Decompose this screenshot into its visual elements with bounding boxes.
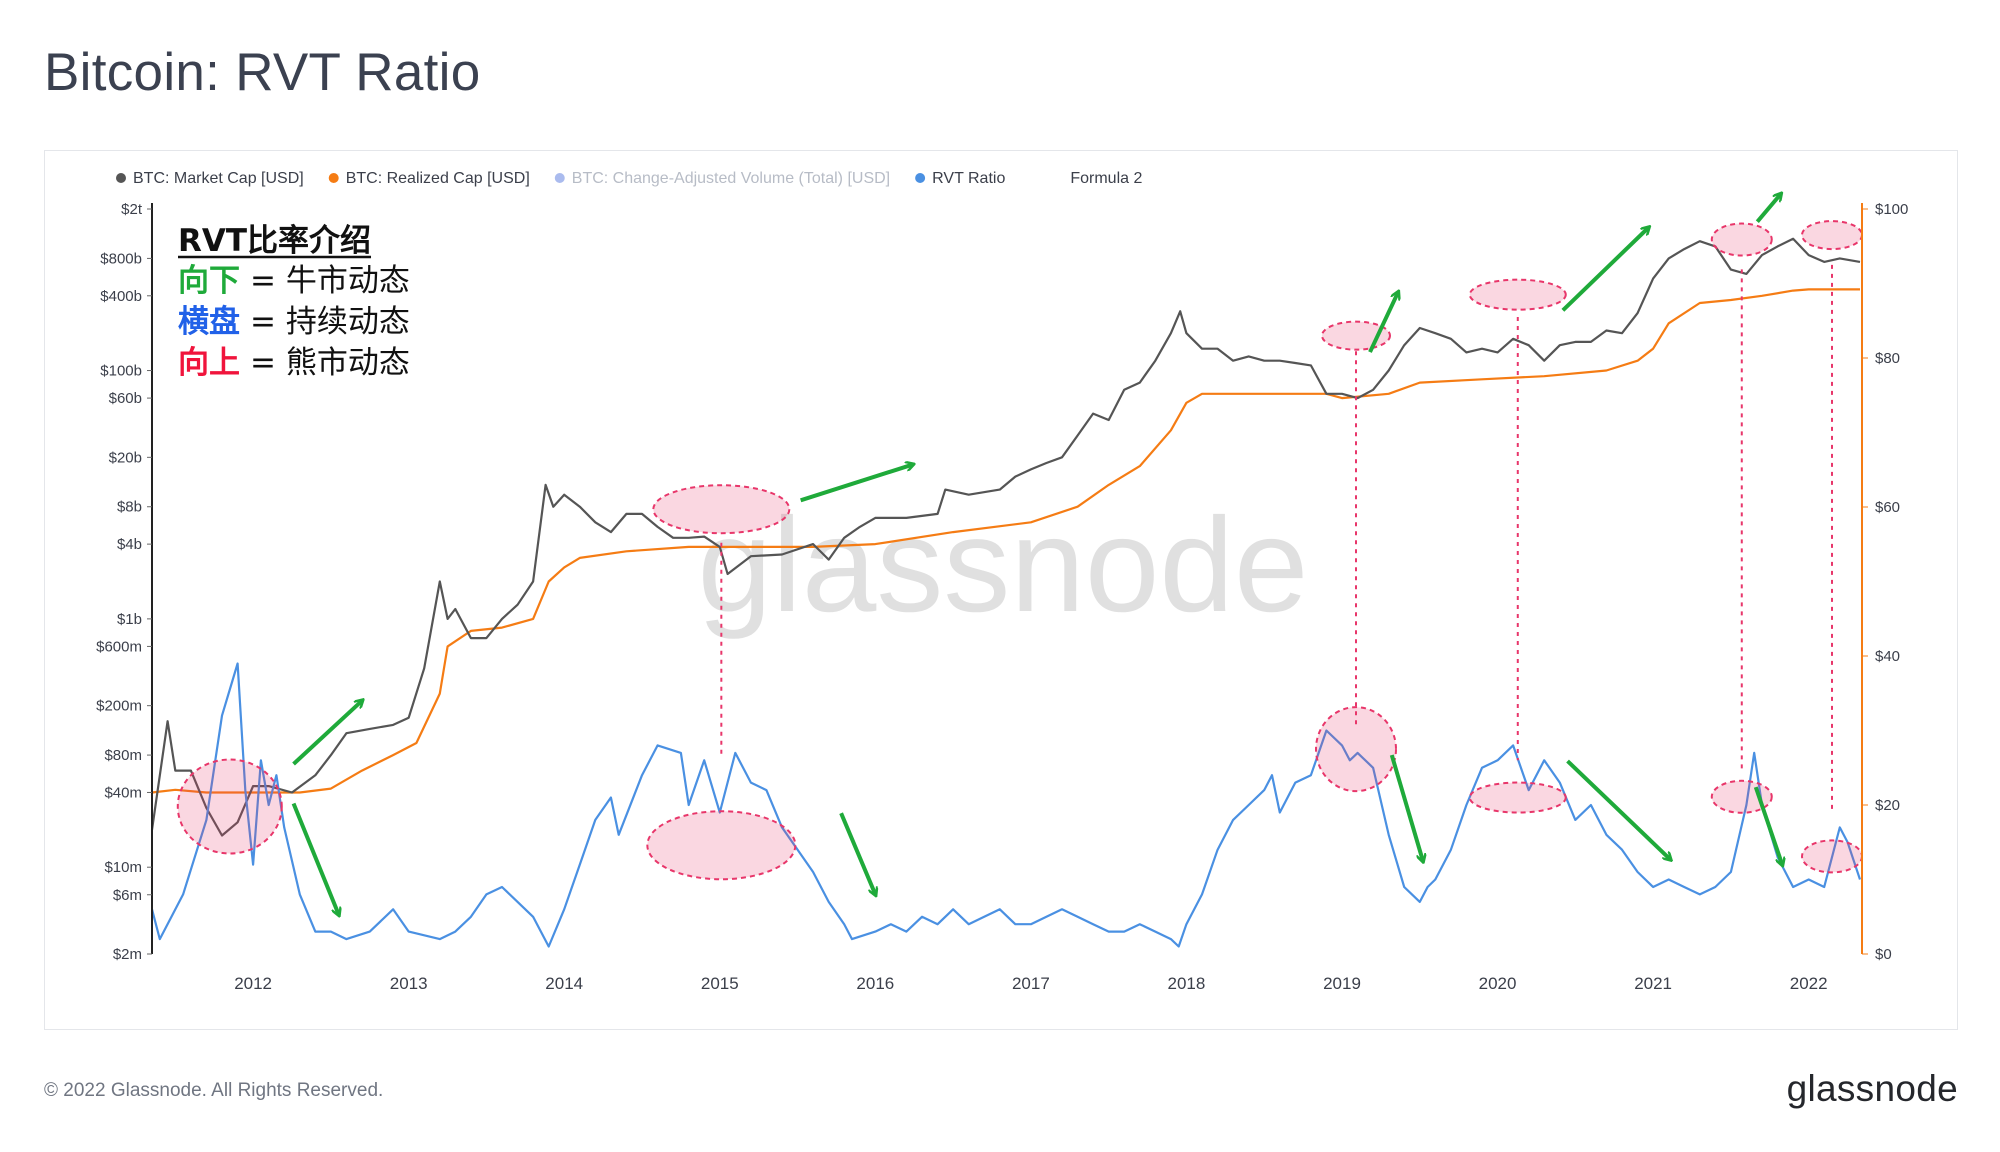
left-axis-tick-label: $8b bbox=[117, 499, 142, 516]
left-axis-tick-label: $2t bbox=[121, 201, 143, 218]
annotation-box-row: 横盘 = 持续动态 bbox=[178, 304, 410, 340]
left-axis-tick-label: $800b bbox=[100, 250, 142, 267]
left-axis-tick-label: $20b bbox=[109, 449, 142, 466]
x-axis-tick-label: 2014 bbox=[545, 974, 583, 993]
annotation-row-term: 横盘 bbox=[178, 304, 240, 340]
legend-label: BTC: Change-Adjusted Volume (Total) [USD… bbox=[572, 170, 890, 187]
annotation-row-term: 向下 bbox=[178, 263, 240, 299]
right-axis-tick-label: $60 bbox=[1875, 499, 1900, 516]
left-axis-tick-label: $60b bbox=[109, 390, 142, 407]
trend-arrow-icon bbox=[292, 701, 362, 766]
trend-arrow-icon bbox=[1389, 754, 1423, 861]
trend-arrow-icon bbox=[1753, 786, 1782, 864]
right-axis-tick-label: $0 bbox=[1875, 946, 1892, 963]
right-axis-tick-label: $80 bbox=[1875, 350, 1900, 367]
highlight-ellipse bbox=[1468, 781, 1567, 814]
series-line-btc-market-cap-usd bbox=[150, 237, 1861, 837]
legend-label: RVT Ratio bbox=[932, 170, 1005, 187]
x-axis-tick-label: 2020 bbox=[1479, 974, 1517, 993]
highlight-ellipse bbox=[1710, 222, 1773, 257]
highlight-ellipse bbox=[1801, 220, 1863, 251]
legend-item-btc-change-adjusted-volume-total-usd[interactable]: BTC: Change-Adjusted Volume (Total) [USD… bbox=[554, 170, 890, 187]
legend-dot-icon bbox=[915, 173, 926, 183]
x-axis-tick-label: 2022 bbox=[1790, 974, 1828, 993]
footer-copyright: © 2022 Glassnode. All Rights Reserved. bbox=[44, 1080, 384, 1101]
legend-item-btc-market-cap-usd[interactable]: BTC: Market Cap [USD] bbox=[116, 170, 304, 187]
x-axis-tick-label: 2012 bbox=[234, 974, 272, 993]
legend-label: Formula 2 bbox=[1070, 170, 1142, 187]
highlight-ellipse bbox=[1468, 278, 1567, 311]
legend-dot-icon bbox=[554, 173, 565, 183]
right-axis-tick-label: $20 bbox=[1875, 797, 1900, 814]
highlight-ellipse bbox=[652, 484, 791, 535]
annotation-row-meaning: = 熊市动态 bbox=[250, 345, 410, 381]
legend-dot-icon bbox=[116, 173, 126, 183]
left-axis-tick-label: $200m bbox=[96, 698, 142, 715]
trend-arrow-icon bbox=[1755, 194, 1780, 223]
legend-dot-icon bbox=[328, 173, 339, 183]
left-axis-tick-label: $600m bbox=[96, 638, 142, 655]
right-axis-tick-label: $40 bbox=[1875, 648, 1900, 665]
left-axis-tick-label: $40m bbox=[104, 784, 142, 801]
left-axis-tick-label: $1b bbox=[117, 611, 142, 628]
trend-arrow-icon bbox=[839, 812, 875, 894]
x-axis-tick-label: 2015 bbox=[701, 974, 739, 993]
annotation-row-meaning: = 牛市动态 bbox=[250, 263, 410, 299]
annotation-box-title: RVT比率介绍 bbox=[178, 223, 371, 259]
chart-frame: BTC: Market Cap [USD] BTC: Realized Cap [… bbox=[44, 150, 1958, 1030]
x-axis-tick-label: 2021 bbox=[1634, 974, 1672, 993]
x-axis-tick-label: 2019 bbox=[1323, 974, 1361, 993]
highlight-ellipse bbox=[1801, 839, 1863, 874]
series-line-rvt-ratio bbox=[150, 662, 1862, 948]
annotation-box-row: 向上 = 熊市动态 bbox=[178, 345, 410, 381]
x-axis-tick-label: 2016 bbox=[856, 974, 894, 993]
rvt-ratio-chart: BTC: Market Cap [USD] BTC: Realized Cap [… bbox=[96, 170, 1908, 993]
legend-label: BTC: Realized Cap [USD] bbox=[346, 170, 530, 187]
highlight-ellipse bbox=[646, 810, 797, 881]
trend-arrow-icon bbox=[1566, 759, 1671, 859]
x-axis-tick-label: 2018 bbox=[1168, 974, 1206, 993]
glassnode-watermark: glassnode bbox=[698, 491, 1309, 640]
series-line-btc-realized-cap-usd bbox=[151, 288, 1860, 794]
trend-arrow-icon bbox=[1561, 228, 1649, 312]
left-axis-tick-label: $10m bbox=[104, 859, 142, 876]
left-axis-tick-label: $4b bbox=[117, 536, 142, 553]
annotation-box-row: 向下 = 牛市动态 bbox=[178, 263, 410, 299]
right-axis-tick-label: $100 bbox=[1875, 201, 1908, 218]
legend-item-btc-realized-cap-usd[interactable]: BTC: Realized Cap [USD] bbox=[328, 170, 530, 187]
trend-arrow-icon bbox=[800, 465, 913, 503]
legend-label: BTC: Market Cap [USD] bbox=[133, 170, 304, 187]
annotation-row-meaning: = 持续动态 bbox=[250, 304, 410, 340]
legend-item-rvt-ratio[interactable]: RVT Ratio bbox=[915, 170, 1005, 187]
trend-arrow-icon bbox=[291, 802, 339, 915]
left-axis-tick-label: $100b bbox=[100, 363, 142, 380]
left-axis-tick-label: $2m bbox=[113, 946, 142, 963]
page-title: Bitcoin: RVT Ratio bbox=[44, 43, 481, 102]
highlight-ellipse bbox=[1315, 706, 1397, 793]
left-axis-tick-label: $400b bbox=[100, 288, 142, 305]
x-axis-tick-label: 2013 bbox=[390, 974, 428, 993]
annotation-row-term: 向上 bbox=[178, 345, 240, 381]
left-axis-tick-label: $80m bbox=[104, 747, 142, 764]
glassnode-logo: glassnode bbox=[1786, 1068, 1958, 1109]
left-axis-tick-label: $6m bbox=[113, 887, 142, 904]
x-axis-tick-label: 2017 bbox=[1012, 974, 1050, 993]
trend-arrow-icon bbox=[1368, 292, 1398, 353]
highlight-ellipse bbox=[176, 758, 283, 855]
legend-item-formula-2[interactable]: Formula 2 bbox=[1070, 170, 1142, 187]
